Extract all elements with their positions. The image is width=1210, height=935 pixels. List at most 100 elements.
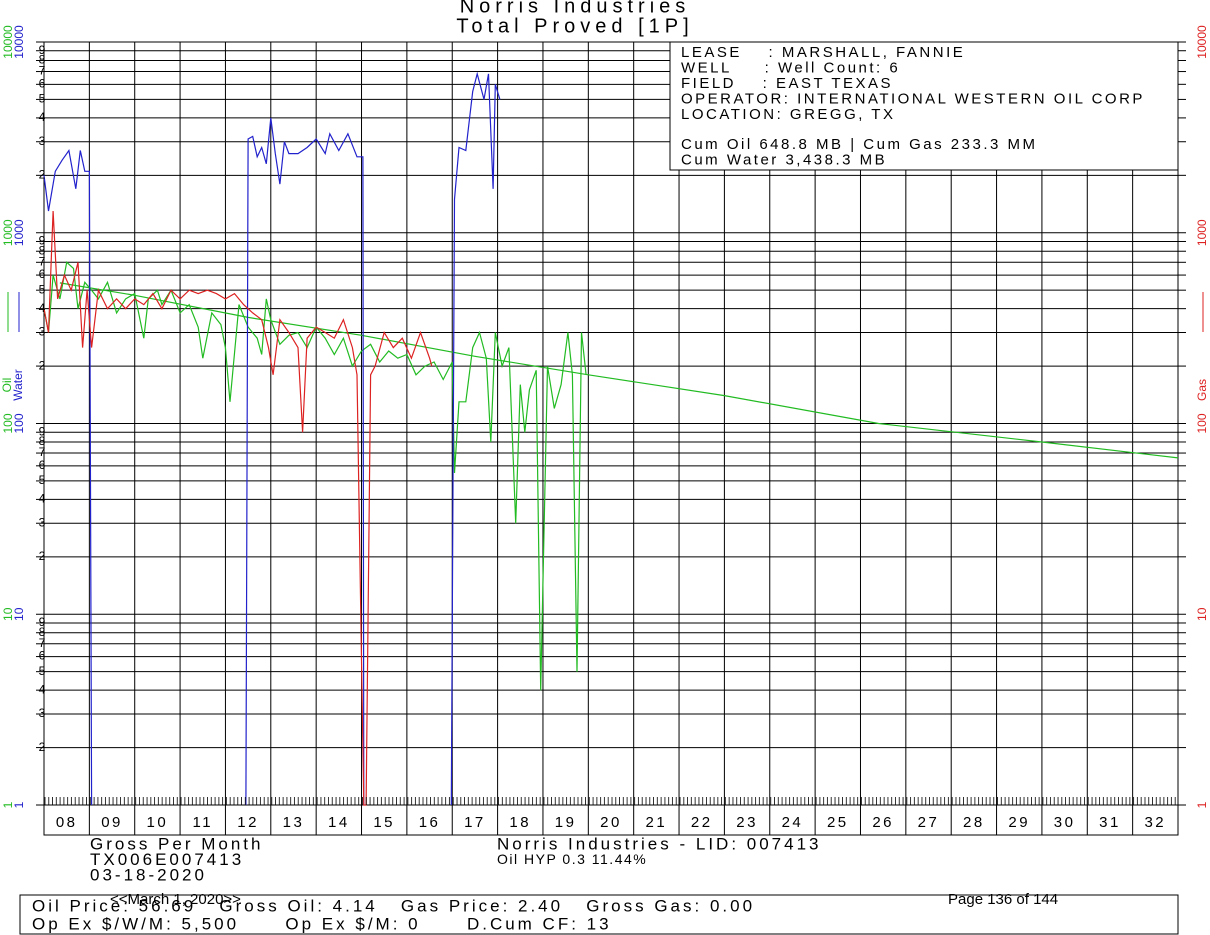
y-tick-label: 7: [39, 254, 46, 268]
y-tick-label: 6: [39, 458, 46, 472]
info-line: Cum Water 3,438.3 MB: [681, 151, 887, 168]
info-box: [669, 41, 1179, 171]
info-line: OPERATOR: INTERNATIONAL WESTERN OIL CORP: [681, 90, 1145, 107]
x-tick-label: 21: [646, 814, 668, 831]
y-tick-label: 9: [39, 615, 46, 629]
y-tick-label: 1: [12, 801, 26, 808]
y2-tick-label: 1000: [1195, 219, 1209, 246]
y-tick-label: 8: [39, 625, 46, 639]
x-tick-label: 11: [192, 814, 213, 831]
x-tick-label: 13: [283, 814, 305, 831]
y-tick-label: 100: [1, 413, 15, 433]
forecast-line: [59, 282, 1179, 459]
y2-tick-label: 10: [1195, 607, 1209, 621]
y-tick-label: 7: [39, 445, 46, 459]
x-tick-label: 27: [918, 814, 940, 831]
y-tick-label: 1000: [1, 219, 15, 246]
y-tick-label: 8: [39, 434, 46, 448]
y-tick-label: 8: [39, 53, 46, 67]
month-hatch: [44, 797, 1178, 805]
legend-label: Gas: [1195, 379, 1209, 401]
x-tick-label: 17: [464, 814, 486, 831]
y-tick-label: 3: [39, 515, 46, 529]
y-tick-label: 9: [39, 234, 46, 248]
y-tick-label: 5: [39, 664, 46, 678]
x-tick-label: 32: [1144, 814, 1166, 831]
x-tick-label: 23: [736, 814, 758, 831]
y-tick-label: 6: [39, 76, 46, 90]
chart-subtitle: Total Proved [1P]: [456, 15, 693, 37]
x-tick-label: 24: [782, 814, 804, 831]
x-tick-label: 29: [1008, 814, 1030, 831]
y-tick-label: 4: [39, 110, 46, 124]
y-tick-label: 1000: [12, 219, 26, 246]
y-tick-label: 5: [39, 282, 46, 296]
y-tick-label: 2: [39, 168, 46, 182]
series-line: [43, 71, 501, 806]
footer-left: 03-18-2020: [90, 865, 207, 884]
y-tick-label: 7: [39, 64, 46, 78]
series-line: [43, 261, 587, 691]
legend-label: Oil: [0, 378, 14, 393]
x-tick-label: 22: [691, 814, 713, 831]
y-tick-label: 2: [39, 549, 46, 563]
x-tick-label: 30: [1054, 814, 1076, 831]
y-tick-label: 6: [39, 267, 46, 281]
y2-tick-label: 1: [1195, 801, 1209, 808]
y-tick-label: 3: [39, 134, 46, 148]
y-tick-label: 9: [39, 424, 46, 438]
x-tick-label: 18: [509, 814, 531, 831]
date-range: <<March 1, 2020>>: [110, 891, 241, 908]
legend-label: Water: [11, 369, 25, 401]
info-line: Cum Oil 648.8 MB | Cum Gas 233.3 MM: [681, 136, 1037, 153]
y-tick-label: 4: [39, 682, 46, 696]
y-tick-label: 10000: [12, 25, 26, 59]
x-tick-label: 16: [419, 814, 441, 831]
x-tick-label: 09: [101, 814, 123, 831]
info-line: LEASE : MARSHALL, FANNIE: [681, 44, 965, 61]
y-tick-label: 9: [39, 43, 46, 57]
y-tick-label: 7: [39, 636, 46, 650]
x-tick-label: 15: [373, 814, 395, 831]
footer-left: Gross Per Month: [90, 834, 264, 853]
footer-left: TX006E007413: [90, 850, 244, 869]
summary-line: Op Ex $/W/M: 5,500 Op Ex $/M: 0 D.Cum CF…: [32, 914, 612, 933]
info-line: FIELD : EAST TEXAS: [681, 75, 893, 92]
y-tick-label: 10000: [1, 25, 15, 59]
series-line: [43, 210, 433, 806]
x-tick-label: 08: [56, 814, 78, 831]
y-tick-label: 100: [12, 413, 26, 433]
footer-center: Oil HYP 0.3 11.44%: [497, 851, 647, 867]
info-line: LOCATION: GREGG, TX: [681, 106, 895, 123]
y-tick-label: 10: [12, 607, 26, 621]
x-tick-label: 20: [600, 814, 622, 831]
y-tick-label: 10: [1, 607, 15, 621]
y-tick-label: 2: [39, 740, 46, 754]
info-line: WELL : Well Count: 6: [681, 59, 900, 76]
series-lines: [43, 71, 1179, 806]
y-tick-label: 8: [39, 243, 46, 257]
x-tick-label: 28: [963, 814, 985, 831]
x-tick-label: 26: [872, 814, 894, 831]
chart-title: Norris Industries: [460, 0, 691, 17]
x-tick-label: 14: [328, 814, 350, 831]
x-tick-label: 12: [237, 814, 259, 831]
y-tick-label: 6: [39, 649, 46, 663]
y2-tick-label: 100: [1195, 413, 1209, 433]
y-tick-label: 1: [1, 801, 15, 808]
page-number: Page 136 of 144: [948, 891, 1058, 908]
y-tick-label: 3: [39, 706, 46, 720]
y-tick-label: 4: [39, 301, 46, 315]
x-tick-label: 25: [827, 814, 849, 831]
y-tick-label: 5: [39, 92, 46, 106]
y-tick-label: 4: [39, 492, 46, 506]
y2-tick-label: 10000: [1195, 25, 1209, 59]
summary-box: [19, 894, 1179, 935]
y-tick-label: 5: [39, 473, 46, 487]
y-tick-label: 2: [39, 358, 46, 372]
x-tick-label: 19: [555, 814, 577, 831]
x-tick-label: 10: [147, 814, 169, 831]
